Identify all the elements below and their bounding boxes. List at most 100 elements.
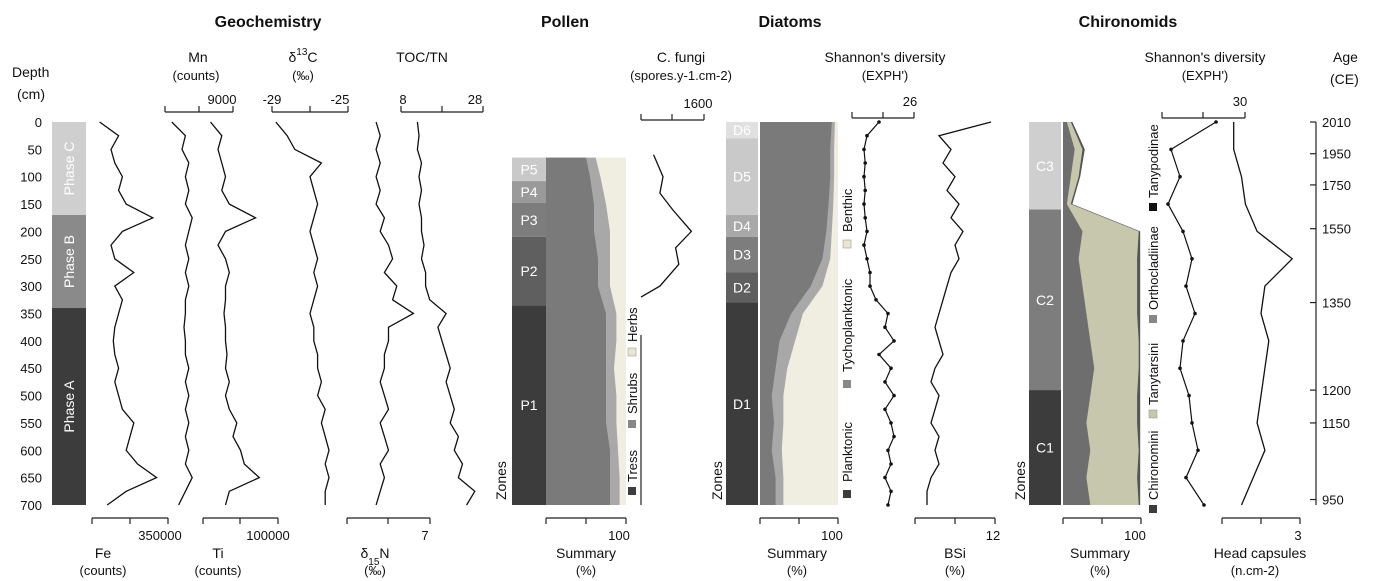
age-tick-950: 950 (1322, 493, 1344, 508)
diatom-shannon-unit: (EXPH') (862, 68, 909, 83)
geochemistry-curves (99, 121, 476, 506)
bsi-tick: 12 (986, 528, 1000, 543)
age-tick-1350: 1350 (1322, 296, 1351, 311)
chironomid-shannon-point (1166, 202, 1170, 206)
legend-chironomini: Chironomini (1146, 431, 1161, 500)
legend-benthic: Benthic (840, 188, 855, 232)
chironomid-shannon-point (1184, 284, 1188, 288)
diatom-shannon-point (862, 202, 866, 206)
pollen-summary-plot (546, 157, 626, 506)
legend-tanytarsini: Tanytarsini (1146, 343, 1161, 405)
mn-label: Mn (188, 49, 207, 65)
chironomid-summary-axis (1062, 517, 1142, 524)
diatom-summary-plot (760, 122, 838, 505)
age-tick-1750: 1750 (1322, 178, 1351, 193)
legend-swatch-tycho (843, 380, 851, 388)
bsi-label: BSi (944, 545, 966, 561)
diatom-shannon-point (892, 393, 896, 398)
diatom-shannon-point (889, 489, 893, 494)
diatom-legend: Planktonic Tychoplanktonic Benthic (840, 188, 855, 498)
age-tick-1150: 1150 (1322, 416, 1350, 431)
tocn-tick-min: 8 (399, 92, 406, 107)
diatom-zones-label-2: D4 (733, 218, 751, 234)
chironomid-summary-tick: 100 (1124, 528, 1146, 543)
d15n-unit: (‰) (364, 563, 386, 578)
diatom-summary-label: Summary (767, 545, 827, 561)
tocn-tick-max: 28 (468, 92, 482, 107)
diatom-shannon-point (862, 243, 866, 247)
diatom-shannon-point (886, 311, 890, 316)
legend-swatch-planktonic (843, 490, 851, 498)
diatom-zones-label-4: D2 (733, 280, 751, 296)
depth-tick-0: 0 (35, 115, 42, 130)
chiro-zones-label-2: C1 (1036, 440, 1054, 456)
diatom-shannon-point (886, 503, 890, 507)
pollen-trees-area (546, 157, 610, 505)
diatom-zones-label-5: D1 (733, 396, 751, 412)
pollen-summary-axis (545, 517, 627, 524)
pollen-zones-block-2 (512, 202, 546, 237)
depth-tick-600: 600 (20, 443, 42, 458)
diatom-shannon-points (862, 120, 896, 507)
diatom-planktonic-area (760, 122, 832, 505)
diatom-zones-label-1: D5 (733, 169, 751, 185)
fe-unit: (counts) (80, 563, 127, 578)
phase-block-1 (52, 215, 86, 309)
chiro-zones-label-1: C2 (1036, 292, 1054, 308)
depth-tick-250: 250 (20, 252, 42, 267)
pollen-zone-bar: P5 P4 P3 P2 P1 (512, 157, 546, 505)
diatom-shannon-point (877, 120, 881, 124)
depth-tick-150: 150 (20, 197, 42, 212)
pollen-zones-label: Zones (493, 461, 509, 500)
legend-swatch-orthocladiinae (1149, 315, 1157, 323)
head-label: Head capsules (1214, 545, 1307, 561)
pollen-zones-label-4: P1 (520, 397, 537, 413)
diatom-zones-block-3 (726, 236, 758, 273)
chironomid-summary-unit: (%) (1090, 563, 1110, 578)
pollen-summary-label: Summary (556, 545, 616, 561)
bsi-unit: (%) (945, 563, 965, 578)
d13c-unit: (‰) (292, 68, 314, 83)
head-unit: (n.cm-2) (1231, 563, 1279, 578)
pollen-summary-unit: (%) (576, 563, 596, 578)
geo-bottom-axes (91, 517, 431, 524)
age-tick-2010: 2010 (1322, 115, 1351, 130)
diatom-shannon-point (883, 475, 887, 480)
mn-curve (171, 121, 193, 506)
diatom-shannon-point (865, 229, 869, 234)
depth-tick-400: 400 (20, 334, 42, 349)
title-geochemistry: Geochemistry (215, 14, 322, 31)
diatom-shannon-point (883, 380, 887, 384)
age-axis-unit: (CE) (1330, 71, 1359, 87)
chironomid-shannon-point (1196, 448, 1200, 453)
chiro-zones-block-2 (1029, 390, 1061, 505)
legend-swatch-tanytarsini (1148, 409, 1158, 419)
title-pollen: Pollen (541, 14, 589, 31)
legend-trees: Tress (625, 449, 640, 482)
diatom-shannon-point (892, 339, 896, 343)
diatom-zones-label-0: D6 (733, 122, 751, 138)
depth-tick-labels: 0 50 100 150 200 250 300 350 400 450 500 550 600 650 7… (20, 115, 42, 513)
diatom-summary-unit: (%) (787, 563, 807, 578)
chironomid-shannon-axis (1161, 112, 1246, 119)
chironomid-chiro-area (1063, 122, 1095, 505)
diatom-zone-bar: D6 D5 D4 D3 D2 D1 (726, 122, 758, 505)
chironomid-shannon-point (1190, 421, 1194, 425)
legend-shrubs: Shrubs (625, 372, 640, 414)
chironomid-summary-label: Summary (1070, 545, 1130, 561)
legend-swatch-chironomini (1149, 505, 1157, 513)
chironomid-shannon-point (1181, 229, 1185, 234)
geo-top-axes (164, 106, 484, 113)
chironomid-zones-label: Zones (1012, 461, 1028, 500)
age-axis-label: Age (1333, 49, 1358, 65)
legend-tycho: Tychoplanktonic (840, 278, 855, 372)
fe-curve (99, 121, 158, 506)
phase-label-2: Phase A (61, 380, 77, 433)
legend-swatch-trees (628, 487, 636, 495)
title-diatoms: Diatoms (758, 14, 821, 31)
legend-swatch-shrubs (628, 420, 636, 428)
mn-tick-max: 9000 (208, 92, 237, 107)
diatom-shannon-point (865, 257, 869, 261)
title-chironomids: Chironomids (1079, 14, 1178, 31)
